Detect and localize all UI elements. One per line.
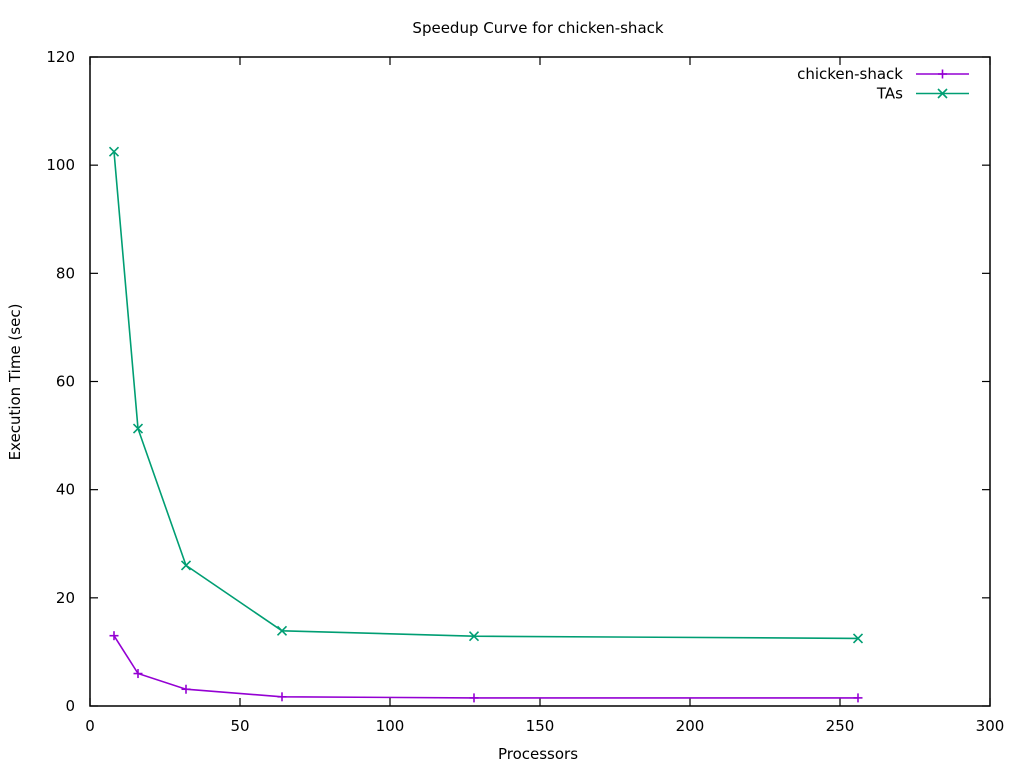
legend-label-tas: TAs bbox=[876, 85, 903, 103]
data-point-tas bbox=[276, 625, 288, 636]
x-tick-label: 0 bbox=[85, 717, 95, 735]
y-tick-label: 120 bbox=[46, 48, 75, 66]
x-tick-label: 100 bbox=[376, 717, 405, 735]
data-point-tas bbox=[468, 631, 480, 642]
series-chicken-shack bbox=[109, 631, 863, 703]
data-point-chicken-shack bbox=[853, 693, 863, 703]
x-axis-label: Processors bbox=[498, 745, 578, 763]
data-point-tas bbox=[180, 560, 192, 571]
legend-label-chicken-shack: chicken-shack bbox=[797, 65, 903, 83]
y-axis-label: Execution Time (sec) bbox=[6, 304, 24, 461]
y-tick-label: 80 bbox=[56, 264, 75, 282]
y-tick-label: 20 bbox=[56, 589, 75, 607]
x-tick-label: 200 bbox=[676, 717, 705, 735]
data-point-chicken-shack bbox=[133, 669, 143, 679]
data-point-chicken-shack bbox=[181, 684, 191, 694]
series-layer bbox=[108, 146, 864, 703]
x-tick-label: 150 bbox=[526, 717, 555, 735]
data-point-chicken-shack bbox=[109, 631, 119, 641]
legend-marker-tas bbox=[937, 88, 948, 99]
y-tick-label: 60 bbox=[56, 373, 75, 391]
y-tick-label: 100 bbox=[46, 156, 75, 174]
data-point-tas bbox=[852, 633, 864, 644]
chart-title: Speedup Curve for chicken-shack bbox=[412, 19, 663, 37]
data-point-chicken-shack bbox=[469, 693, 479, 703]
plot-frame bbox=[89, 56, 991, 707]
data-point-tas bbox=[108, 146, 120, 157]
x-tick-label: 250 bbox=[826, 717, 855, 735]
y-tick-label: 40 bbox=[56, 481, 75, 499]
series-line-chicken-shack bbox=[113, 635, 858, 699]
series-tas bbox=[108, 146, 864, 644]
axis-ticks: 0 50 100 150 200 250 300 0 20 40 60 80 100 120 bbox=[46, 48, 1004, 735]
series-line-tas bbox=[113, 151, 859, 640]
legend: chicken-shack TAs bbox=[797, 65, 969, 103]
y-tick-label: 0 bbox=[65, 697, 75, 715]
data-point-tas bbox=[132, 423, 144, 434]
x-tick-label: 50 bbox=[230, 717, 249, 735]
x-tick-label: 300 bbox=[976, 717, 1005, 735]
legend-marker-chicken-shack bbox=[938, 69, 947, 79]
data-point-chicken-shack bbox=[277, 692, 287, 702]
